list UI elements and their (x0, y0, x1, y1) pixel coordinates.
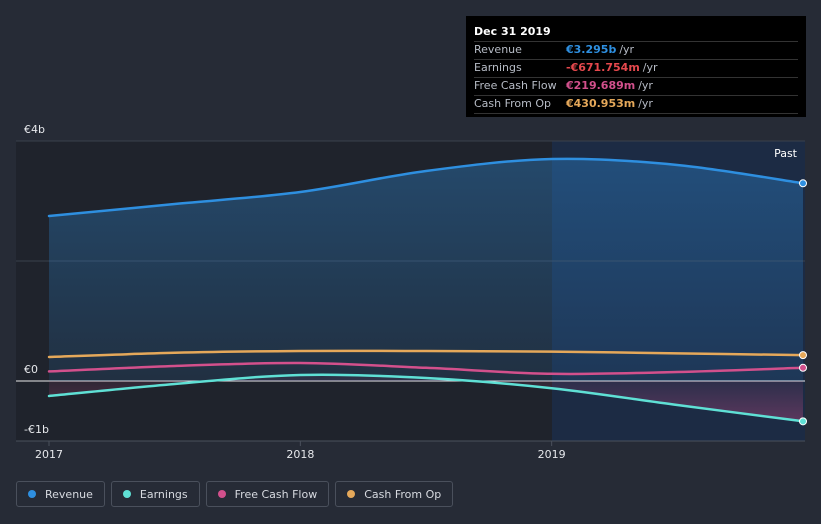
legend-label: Earnings (139, 487, 188, 501)
y-tick-label: €0 (24, 363, 38, 376)
legend-dot-icon (122, 490, 131, 498)
revenue-area (49, 158, 803, 381)
series-line-free-cash-flow (47, 361, 805, 376)
y-axis: €4b €0 -€1b (24, 123, 49, 436)
end-marker-revenue (799, 179, 807, 188)
x-axis: 2017 2018 2019 (35, 448, 566, 461)
tooltip-value: -€671.754m (566, 61, 640, 74)
tooltip-unit: /yr (638, 79, 653, 92)
tooltip-row-free-cash-flow: Free Cash Flow €219.689m /yr (474, 78, 798, 96)
x-tick-label: 2018 (286, 448, 314, 461)
legend-dot-icon (28, 490, 36, 498)
series-lines (47, 157, 805, 423)
tooltip-label: Revenue (474, 43, 522, 56)
series-areas (49, 158, 803, 422)
legend-dot-icon (217, 490, 226, 498)
end-marker-cash-from-op (799, 351, 807, 360)
legend-dot-icon (347, 490, 356, 498)
x-tick-label: 2017 (35, 448, 63, 461)
legend-item-free-cash-flow[interactable]: Free Cash Flow (205, 481, 330, 507)
end-marker-earnings (799, 417, 807, 426)
tooltip-unit: /yr (642, 61, 658, 74)
tooltip-label: Cash From Op (474, 97, 552, 110)
tooltip-unit: /yr (619, 43, 635, 56)
tooltip-title: Dec 31 2019 (474, 24, 798, 42)
tooltip: Dec 31 2019 Revenue €3.295b /yr Earnings… (466, 16, 806, 117)
tooltip-value: €219.689m (566, 79, 636, 92)
end-marker-free-cash-flow (799, 363, 807, 372)
tooltip-row-revenue: Revenue €3.295b /yr (474, 42, 798, 60)
legend-item-revenue[interactable]: Revenue (16, 481, 105, 507)
legend-label: Free Cash Flow (234, 487, 318, 501)
legend-item-cash-from-op[interactable]: Cash From Op (335, 481, 454, 507)
series-line-revenue (47, 157, 805, 218)
past-label: Past (774, 147, 798, 160)
end-markers (799, 179, 807, 426)
legend-item-earnings[interactable]: Earnings (110, 481, 200, 507)
tooltip-value: €3.295b (566, 43, 617, 56)
legend-label: Revenue (45, 487, 93, 501)
legend-label: Cash From Op (364, 487, 442, 501)
tooltip-unit: /yr (638, 97, 653, 110)
tooltip-row-earnings: Earnings -€671.754m /yr (474, 60, 798, 78)
earnings-area (49, 374, 803, 422)
x-tick-label: 2019 (538, 448, 566, 461)
series-line-earnings (47, 373, 805, 423)
legend: Revenue Earnings Free Cash Flow Cash Fro… (16, 481, 454, 507)
y-tick-label: €4b (24, 123, 45, 136)
tooltip-label: Earnings (474, 61, 522, 74)
y-tick-label: -€1b (24, 423, 49, 436)
tooltip-label: Free Cash Flow (474, 79, 557, 92)
tooltip-value: €430.953m (566, 97, 636, 110)
series-line-cash-from-op (47, 349, 805, 359)
tooltip-row-cash-from-op: Cash From Op €430.953m /yr (474, 96, 798, 114)
